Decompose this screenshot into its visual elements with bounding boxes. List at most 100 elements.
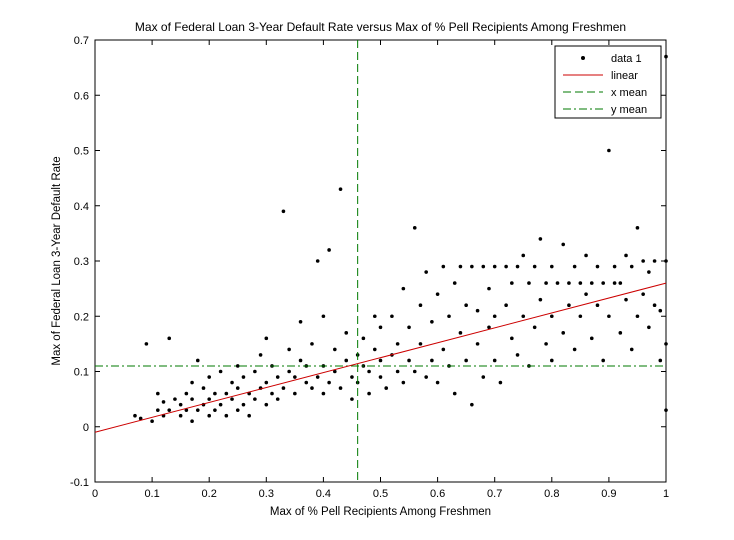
data-point xyxy=(275,375,280,379)
data-point xyxy=(213,408,217,412)
data-point xyxy=(441,264,446,269)
data-point xyxy=(333,347,337,352)
data-point xyxy=(344,331,349,335)
data-point xyxy=(298,358,303,363)
data-point xyxy=(207,413,211,418)
legend-label: y mean xyxy=(611,104,647,116)
data-point xyxy=(561,331,566,335)
data-point xyxy=(178,402,183,407)
data-point xyxy=(264,380,269,385)
data-point xyxy=(315,375,320,379)
data-point xyxy=(527,281,531,285)
data-point xyxy=(544,281,548,285)
data-point xyxy=(281,386,286,390)
data-point xyxy=(173,397,177,401)
data-point xyxy=(561,242,566,247)
data-point xyxy=(601,358,605,363)
data-point xyxy=(464,358,468,363)
data-point xyxy=(207,375,211,379)
data-point xyxy=(293,375,297,379)
data-point xyxy=(270,391,274,396)
data-point xyxy=(441,347,446,352)
data-point xyxy=(218,369,223,374)
data-point xyxy=(350,375,354,379)
data-point xyxy=(584,253,588,258)
y-tick-label: 0 xyxy=(83,422,89,434)
chart-title: Max of Federal Loan 3-Year Default Rate … xyxy=(135,20,626,34)
data-point xyxy=(470,402,474,407)
data-point xyxy=(595,303,600,308)
data-point xyxy=(492,358,497,363)
data-point xyxy=(418,303,423,308)
data-point xyxy=(658,358,663,363)
data-point xyxy=(264,336,269,341)
x-tick-label: 0.5 xyxy=(373,488,388,500)
data-point xyxy=(327,380,331,385)
data-point xyxy=(470,264,474,269)
data-point xyxy=(595,264,600,269)
data-point xyxy=(167,408,172,412)
data-point xyxy=(578,281,583,285)
data-point xyxy=(338,187,343,191)
data-point xyxy=(401,286,406,291)
data-point xyxy=(510,281,514,285)
data-point xyxy=(475,342,480,346)
data-point xyxy=(475,308,480,313)
data-point xyxy=(207,397,211,401)
data-point xyxy=(532,264,537,269)
data-point xyxy=(361,336,366,341)
data-point xyxy=(624,297,628,302)
data-point xyxy=(167,336,172,341)
data-point xyxy=(378,375,383,379)
data-point xyxy=(390,314,394,319)
y-tick-label: 0.5 xyxy=(74,146,89,158)
x-tick-label: 0.3 xyxy=(259,488,274,500)
data-point xyxy=(395,342,400,346)
data-point xyxy=(150,419,154,424)
y-axis-title: Max of Federal Loan 3-Year Default Rate xyxy=(51,156,63,365)
data-point xyxy=(538,297,543,302)
data-point xyxy=(287,369,291,374)
data-point xyxy=(144,342,149,346)
data-point xyxy=(378,358,383,363)
data-point xyxy=(333,369,337,374)
x-axis: 0 0.1 0.2 0.3 0.4 0.5 0.6 0.7 0.8 0.9 1 xyxy=(92,40,669,500)
data-point xyxy=(190,380,194,385)
data-point xyxy=(612,281,617,285)
data-point xyxy=(412,226,417,230)
data-point xyxy=(338,386,343,390)
data-point xyxy=(435,380,440,385)
data-point xyxy=(430,319,434,324)
data-point xyxy=(321,314,326,319)
data-point xyxy=(492,314,497,319)
data-point xyxy=(281,209,286,214)
data-point xyxy=(350,397,354,401)
data-point xyxy=(424,375,428,379)
y-tick-label: 0.4 xyxy=(74,201,89,213)
data-point xyxy=(287,347,291,352)
data-point xyxy=(424,270,428,274)
data-point xyxy=(481,375,486,379)
legend-label: x mean xyxy=(611,87,647,99)
data-point xyxy=(555,281,560,285)
data-point xyxy=(190,419,194,424)
data-point xyxy=(372,347,377,352)
data-point xyxy=(664,342,668,346)
data-point xyxy=(510,336,514,341)
x-tick-label: 0.4 xyxy=(316,488,331,500)
y-tick-label: 0.2 xyxy=(74,311,89,323)
data-point xyxy=(492,264,497,269)
data-point xyxy=(138,416,143,421)
data-point xyxy=(447,314,451,319)
data-point xyxy=(664,408,668,412)
data-point xyxy=(304,380,309,385)
x-tick-label: 0.1 xyxy=(144,488,159,500)
data-point xyxy=(601,281,605,285)
x-tick-label: 0.2 xyxy=(202,488,217,500)
data-point xyxy=(612,264,617,269)
data-point xyxy=(235,364,240,368)
y-tick-label: 0.3 xyxy=(74,256,89,268)
data-point xyxy=(258,353,263,357)
data-point xyxy=(498,380,503,385)
